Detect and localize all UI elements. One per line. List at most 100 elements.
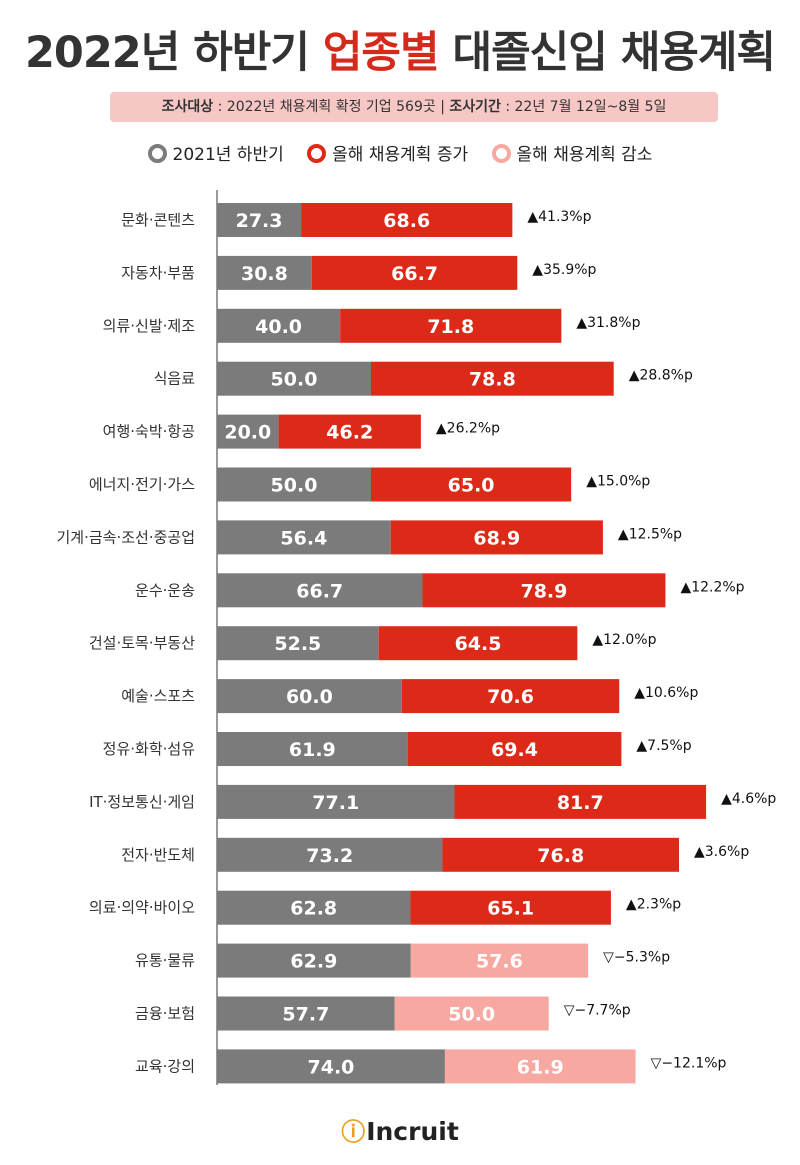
value-label-2021-h2: 66.7 <box>296 580 343 602</box>
value-label-2021-h2: 62.8 <box>290 898 337 920</box>
value-label-2021-h2: 77.1 <box>312 792 359 814</box>
value-label-2021-h2: 60.0 <box>286 686 333 708</box>
category-label: 문화·콘텐츠 <box>121 211 195 229</box>
value-label-plan: 69.4 <box>491 739 538 761</box>
value-label-2021-h2: 52.5 <box>274 633 321 655</box>
value-label-plan: 65.1 <box>487 898 534 920</box>
category-label: 자동차·부품 <box>121 264 195 282</box>
legend-ring-icon-increase <box>307 144 327 163</box>
change-label: ▲12.2%p <box>680 579 744 595</box>
value-label-plan: 78.9 <box>520 580 567 602</box>
change-label: ▲15.0%p <box>586 474 650 490</box>
bar-2021-h2 <box>217 308 341 343</box>
category-label: 의류·신발·제조 <box>103 317 196 335</box>
value-label-2021-h2: 74.0 <box>308 1056 355 1078</box>
legend: 2021년 하반기 올해 채용계획 증가 올해 채용계획 감소 <box>0 140 800 165</box>
legend-ring-icon-prev <box>147 144 167 163</box>
change-label: ▲4.6%p <box>721 791 776 807</box>
change-label: ▲31.8%p <box>576 315 640 331</box>
value-label-plan: 76.8 <box>537 845 584 867</box>
bar-2021-h2 <box>217 203 302 237</box>
value-label-plan: 71.8 <box>427 316 474 338</box>
change-label: ▲35.9%p <box>532 262 596 278</box>
bar-plan-increase <box>390 520 603 555</box>
bar-plan-decrease <box>444 1049 636 1084</box>
change-label: ▲3.6%p <box>694 844 749 860</box>
value-label-plan: 46.2 <box>326 422 373 444</box>
bar-2021-h2 <box>217 573 423 608</box>
bar-plan-increase <box>301 203 513 237</box>
change-label: ▲12.0%p <box>592 632 656 648</box>
value-label-2021-h2: 50.0 <box>271 369 318 391</box>
value-label-2021-h2: 27.3 <box>236 210 283 232</box>
category-label: 정유·화학·섬유 <box>103 740 196 758</box>
value-label-2021-h2: 56.4 <box>280 527 327 549</box>
category-label: 교육·강의 <box>135 1057 195 1075</box>
value-label-plan: 66.7 <box>391 263 438 285</box>
change-label: ▽−7.7%p <box>564 1003 631 1019</box>
bar-plan-increase <box>407 732 622 766</box>
chart-title: 2022년 하반기 업종별 대졸신입 채용계획 <box>0 18 800 80</box>
value-label-2021-h2: 61.9 <box>289 739 336 761</box>
bar-2021-h2 <box>217 784 455 819</box>
survey-info-separator: | <box>435 99 450 115</box>
change-label: ▲28.8%p <box>629 368 693 384</box>
category-label: 예술·스포츠 <box>121 687 195 705</box>
bar-plan-increase <box>311 255 518 290</box>
survey-info-banner: 조사대상 : 2022년 채용계획 확정 기업 569곳 | 조사기간 : 22… <box>110 92 718 122</box>
value-label-2021-h2: 62.9 <box>290 951 337 973</box>
bar-plan-increase <box>401 679 620 714</box>
category-label: 운수·운송 <box>135 581 195 599</box>
bar-2021-h2 <box>217 467 371 502</box>
legend-ring-icon-decrease <box>491 144 511 163</box>
bar-2021-h2 <box>217 1049 445 1084</box>
change-label: ▲12.5%p <box>618 526 682 542</box>
category-label: 기계·금속·조선·중공업 <box>56 528 195 546</box>
bar-2021-h2 <box>217 837 443 872</box>
bar-2021-h2 <box>217 626 379 661</box>
value-label-2021-h2: 73.2 <box>306 845 353 867</box>
category-label: 금융·보험 <box>135 1005 195 1023</box>
bar-plan-increase <box>410 890 611 925</box>
change-label: ▲7.5%p <box>636 738 691 754</box>
bar-2021-h2 <box>217 679 402 714</box>
value-label-2021-h2: 30.8 <box>241 263 288 285</box>
value-label-plan: 78.8 <box>469 369 516 391</box>
legend-label-increase: 올해 채용계획 증가 <box>332 145 469 165</box>
value-label-plan: 64.5 <box>455 633 502 655</box>
category-label: 건설·토목·부동산 <box>89 634 195 652</box>
legend-item-prev: 2021년 하반기 <box>147 140 284 165</box>
category-label: 에너지·전기·가스 <box>89 476 195 494</box>
value-label-plan: 68.6 <box>383 210 430 232</box>
incruit-logo: ⓘIncruit <box>0 1112 800 1147</box>
bar-plan-increase <box>422 573 666 608</box>
bar-2021-h2 <box>217 414 279 449</box>
category-label: 식음료 <box>154 370 196 388</box>
value-label-plan: 68.9 <box>473 527 520 549</box>
bar-2021-h2 <box>217 255 312 290</box>
bar-plan-increase <box>371 467 572 502</box>
bar-plan-increase <box>371 361 614 396</box>
legend-label-prev: 2021년 하반기 <box>172 145 284 165</box>
value-label-plan: 81.7 <box>557 792 604 814</box>
survey-target-value: : 2022년 채용계획 확정 기업 569곳 <box>213 99 436 115</box>
title-post: 대졸신입 채용계획 <box>438 28 776 78</box>
value-label-plan: 65.0 <box>448 475 495 497</box>
bar-2021-h2 <box>217 943 411 978</box>
bar-plan-decrease <box>410 943 589 978</box>
bar-plan-increase <box>378 626 578 661</box>
value-label-plan: 50.0 <box>448 1004 495 1026</box>
change-label: ▲10.6%p <box>634 685 698 701</box>
bar-plan-increase <box>442 837 679 872</box>
logo-mark-icon: ⓘ <box>341 1118 366 1146</box>
survey-period-value: : 22년 7월 12일~8월 5일 <box>500 99 667 115</box>
change-label: ▽−12.1%p <box>651 1055 727 1071</box>
bar-2021-h2 <box>217 996 395 1031</box>
change-label: ▲41.3%p <box>527 209 591 225</box>
bar-plan-decrease <box>394 996 549 1031</box>
value-label-2021-h2: 57.7 <box>282 1004 329 1026</box>
value-label-2021-h2: 50.0 <box>271 475 318 497</box>
value-label-2021-h2: 40.0 <box>255 316 302 338</box>
legend-item-increase: 올해 채용계획 증가 <box>307 140 468 165</box>
category-label: 여행·숙박·항공 <box>103 423 195 441</box>
